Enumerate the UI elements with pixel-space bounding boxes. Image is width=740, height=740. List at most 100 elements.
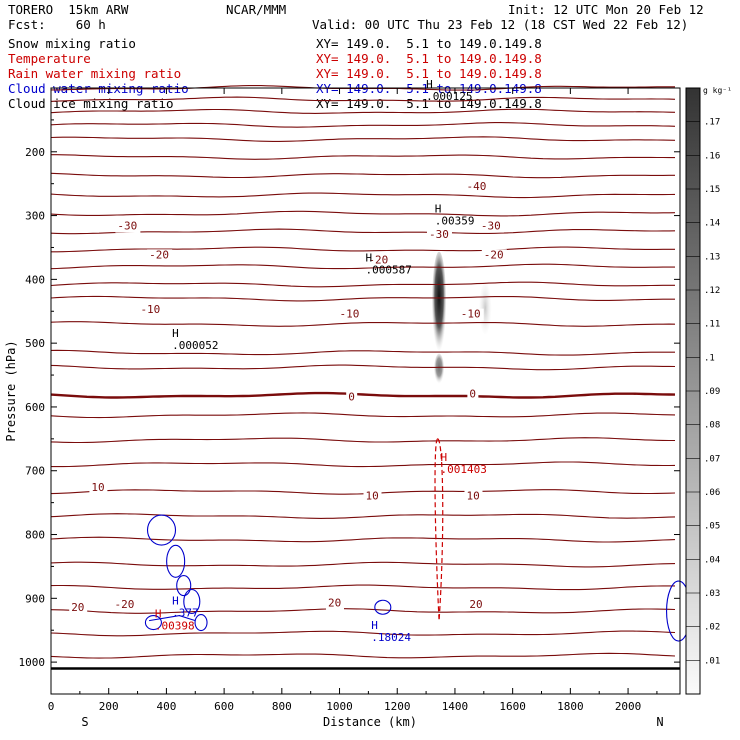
x-tick-label-7: 1400: [442, 700, 469, 713]
cloud-water-max-h-0: H: [172, 595, 179, 608]
cloud-water-contour-3: [183, 588, 201, 615]
isotherm-label-bg: [112, 598, 138, 611]
isotherm-28: [50, 652, 676, 659]
valid-label: Valid: 00 UTC Thu 23 Feb 12 (18 CST Wed …: [312, 17, 689, 32]
isotherm-23: [50, 536, 676, 543]
isotherm-14: [50, 321, 676, 327]
x-tick-label-3: 600: [214, 700, 234, 713]
isotherm-label-bg: [467, 388, 479, 401]
snow-max-h-2: H: [366, 252, 373, 265]
isotherm-label-14: -20: [114, 598, 134, 611]
rain-max-h-1: H: [155, 607, 162, 620]
isotherm-label-5: -10: [140, 303, 160, 316]
isotherm-24: [50, 561, 676, 568]
isotherm-1: [50, 96, 676, 102]
isotherm-label-bg: [464, 181, 490, 194]
isotherm-zero: [50, 391, 676, 399]
isotherm-18: [50, 412, 676, 419]
x-tick-label-1: 200: [99, 700, 119, 713]
x-tick-label-4: 800: [272, 700, 292, 713]
isotherm-label-bg: [138, 304, 164, 317]
y-tick-label-8: 1000: [19, 656, 46, 669]
isotherm-label-bg: [481, 249, 507, 262]
isotherm-label-9: 0: [469, 387, 476, 400]
model-label: TORERO 15km ARW: [8, 2, 129, 17]
y-tick-label-0: 200: [25, 146, 45, 159]
isotherm-label-bg: [115, 220, 141, 233]
y-tick-label-2: 400: [25, 273, 45, 286]
y-tick-label-6: 800: [25, 529, 45, 542]
x-tick-label-2: 400: [156, 700, 176, 713]
legend-snow-label: Snow mixing ratio: [8, 36, 136, 51]
snow-shading-tail: [434, 353, 445, 384]
colorbar-label-0: .01: [704, 656, 720, 666]
x-tick-label-5: 1000: [326, 700, 353, 713]
org-label: NCAR/MMM: [226, 2, 287, 17]
cloud-water-contour-1: [166, 544, 186, 578]
isotherm-label-bg: [147, 249, 173, 262]
isotherm-label-0: -40: [466, 180, 486, 193]
isotherm-11: [50, 263, 675, 270]
colorbar-label-15: .16: [704, 151, 720, 161]
isotherm-label-15: 20: [328, 597, 341, 610]
isotherm-15: [50, 349, 675, 356]
isotherm-4: [50, 136, 676, 142]
isotherm-label-11: 10: [366, 489, 379, 502]
cloud-water-contour-4: [194, 614, 208, 632]
isotherm-label-bg: [89, 482, 108, 495]
rain-max-h-0: H: [441, 451, 448, 464]
isotherm-label-18: -20: [368, 253, 388, 266]
isotherm-label-1: -30: [117, 220, 137, 233]
x-end-label-south: S: [81, 715, 88, 729]
cloud-water-max-h-1: H: [371, 619, 378, 632]
cloud-water-contour-6: [374, 599, 392, 615]
legend-rain-label: Rain water mixing ratio: [8, 66, 182, 81]
y-tick-label-7: 900: [25, 592, 45, 605]
isotherm-16: [50, 364, 676, 371]
isotherm-label-3: -20: [149, 248, 169, 261]
isotherm-8: [50, 210, 676, 217]
isotherm-26: [50, 608, 676, 614]
cloud-water-contour-2: [176, 575, 192, 597]
isotherm-7: [50, 192, 676, 199]
plot-frame: [50, 87, 681, 695]
isotherm-label-bg: [346, 391, 358, 404]
y-tick-label-5: 700: [25, 465, 45, 478]
isotherm-label-bg: [426, 228, 452, 241]
isotherm-label-12: 10: [466, 489, 479, 502]
cloud-water-contour-0: [146, 514, 177, 546]
isotherm-label-bg: [325, 597, 344, 610]
init-label: Init: 12 UTC Mon 20 Feb 12: [508, 2, 704, 17]
snow-max-h-1: H: [435, 202, 442, 215]
snow-shading-core: [432, 251, 447, 352]
isotherm-label-bg: [458, 308, 484, 321]
isotherm-label-6: -10: [340, 308, 360, 321]
fcst-label: Fcst: 60 h: [8, 17, 106, 32]
snow-max-value-0: .000125: [426, 90, 472, 103]
colorbar-label-2: .03: [704, 589, 720, 599]
x-tick-label-9: 1800: [557, 700, 584, 713]
cloud-water-max-value-0: .377: [172, 607, 199, 620]
colorbar-label-5: .06: [704, 488, 720, 498]
legend-temperature-xy: XY= 149.0. 5.1 to 149.0.149.8: [316, 51, 542, 66]
isotherm-20: [51, 461, 676, 468]
isotherm-label-16: 20: [469, 598, 482, 611]
colorbar-label-16: .17: [704, 118, 720, 128]
isotherm-label-bg: [478, 220, 504, 233]
isotherm-9: [50, 228, 676, 235]
cloud-water-contour-5: [144, 615, 162, 631]
snow-max-h-0: H: [426, 78, 433, 91]
colorbar-label-3: .04: [704, 555, 720, 565]
colorbar-label-6: .07: [704, 454, 720, 464]
y-tick-label-1: 300: [25, 210, 45, 223]
isotherm-label-bg: [337, 308, 363, 321]
colorbar-label-7: .08: [704, 421, 720, 431]
colorbar-label-4: .05: [704, 522, 720, 532]
isotherm-label-bg: [69, 602, 88, 615]
x-axis-label: Distance (km): [323, 715, 417, 729]
snow-max-value-1: .00359: [435, 214, 475, 227]
x-end-label-north: N: [656, 715, 663, 729]
isotherm-label-4: -20: [484, 248, 504, 261]
colorbar-label-9: .1: [704, 353, 715, 363]
